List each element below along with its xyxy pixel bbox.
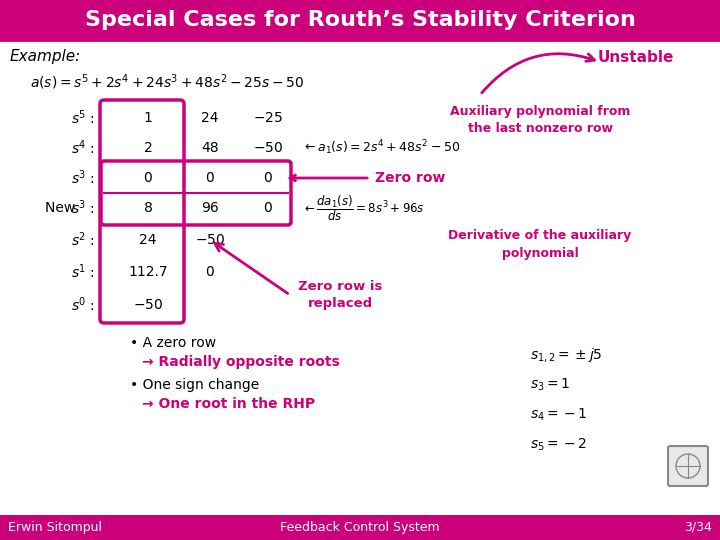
Text: $s^4$ :: $s^4$ : [71,139,95,157]
Text: 2: 2 [143,141,153,155]
Text: Derivative of the auxiliary
polynomial: Derivative of the auxiliary polynomial [449,230,631,260]
Text: Example:: Example: [10,49,81,64]
Text: $s_{1,2} = \pm j5$: $s_{1,2} = \pm j5$ [530,346,603,364]
Text: 48: 48 [201,141,219,155]
Text: Zero row is
replaced: Zero row is replaced [298,280,382,310]
Text: $-25$: $-25$ [253,111,283,125]
Text: → One root in the RHP: → One root in the RHP [142,397,315,411]
Text: 0: 0 [264,201,272,215]
Text: $s^2$ :: $s^2$ : [71,231,95,249]
Text: Special Cases for Routh’s Stability Criterion: Special Cases for Routh’s Stability Crit… [84,10,636,30]
Text: 24: 24 [139,233,157,247]
Text: 1: 1 [143,111,153,125]
Bar [0,0,720,40]
Text: 3/34: 3/34 [684,521,712,534]
Text: Feedback Control System: Feedback Control System [280,521,440,534]
Text: $\leftarrow a_1(s) = 2s^4 + 48s^2 - 50$: $\leftarrow a_1(s) = 2s^4 + 48s^2 - 50$ [302,139,460,157]
Text: 96: 96 [201,201,219,215]
Text: Zero row: Zero row [375,171,446,185]
Text: Auxiliary polynomial from
the last nonzero row: Auxiliary polynomial from the last nonze… [450,105,630,136]
FancyBboxPatch shape [668,446,708,486]
Text: $s^3$ :: $s^3$ : [71,168,95,187]
Text: $s^1$ :: $s^1$ : [71,262,95,281]
Text: • A zero row: • A zero row [130,336,216,350]
Text: $s^0$ :: $s^0$ : [71,296,95,314]
Text: $-50$: $-50$ [253,141,283,155]
Text: $s_4 = -1$: $s_4 = -1$ [530,407,588,423]
Text: $-50$: $-50$ [133,298,163,312]
Text: 24: 24 [202,111,219,125]
Text: $-50$: $-50$ [195,233,225,247]
Bar [0,515,720,540]
Text: $a(s) = s^5 + 2s^4 + 24s^3 + 48s^2 - 25s - 50$: $a(s) = s^5 + 2s^4 + 24s^3 + 48s^2 - 25s… [30,72,305,92]
Bar [0,40,720,502]
Text: 112.7: 112.7 [128,265,168,279]
Text: 8: 8 [143,201,153,215]
Text: $s_5 = -2$: $s_5 = -2$ [530,437,588,453]
Text: → Radially opposite roots: → Radially opposite roots [142,355,340,369]
FancyArrowPatch shape [215,244,288,293]
Text: 0: 0 [206,265,215,279]
Text: New: New [45,201,80,215]
Text: • One sign change: • One sign change [130,378,259,392]
Text: Unstable: Unstable [598,51,675,65]
Text: $\leftarrow \dfrac{da_1(s)}{ds} = 8s^3 + 96s$: $\leftarrow \dfrac{da_1(s)}{ds} = 8s^3 +… [302,193,425,223]
Text: $s^3$ :: $s^3$ : [71,199,95,217]
Text: $s^5$ :: $s^5$ : [71,109,95,127]
Text: 0: 0 [264,171,272,185]
FancyArrowPatch shape [482,54,595,93]
Text: 0: 0 [206,171,215,185]
Text: $s_3 = 1$: $s_3 = 1$ [530,377,570,393]
Text: 0: 0 [143,171,153,185]
Text: Erwin Sitompul: Erwin Sitompul [8,521,102,534]
